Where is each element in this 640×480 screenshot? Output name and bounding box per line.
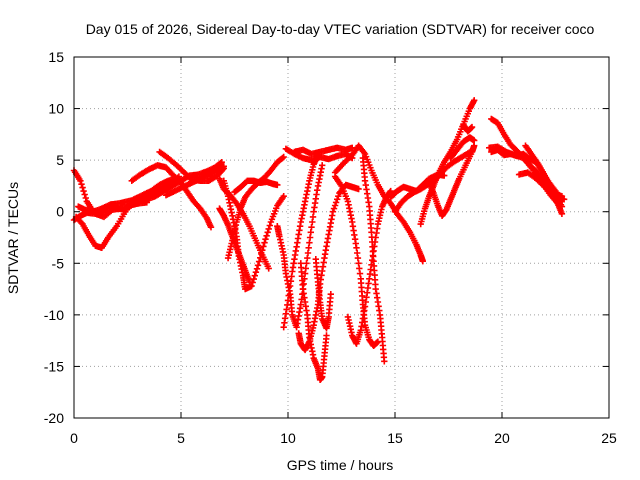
data-series-arc-22 — [359, 154, 388, 365]
data-point — [263, 232, 270, 239]
data-point — [260, 243, 267, 250]
y-tick-label: -20 — [44, 410, 64, 426]
data-point — [419, 258, 426, 265]
data-series-arc-4 — [75, 173, 183, 215]
data-point — [254, 262, 262, 269]
data-series-arc-6 — [156, 148, 227, 184]
data-point — [346, 319, 353, 327]
data-point — [468, 123, 476, 131]
x-tick-label: 10 — [280, 430, 296, 446]
data-series-arc-12 — [231, 177, 281, 196]
data-point — [262, 236, 269, 243]
data-series-arc-11 — [224, 153, 287, 262]
data-point — [81, 191, 88, 198]
data-series-arc-9 — [220, 177, 287, 293]
data-point — [78, 181, 85, 188]
x-tick-label: 0 — [70, 430, 78, 446]
data-point — [207, 224, 215, 231]
y-tick-label: -5 — [52, 255, 65, 271]
data-point — [279, 154, 286, 162]
data-point — [255, 258, 263, 265]
data-point — [381, 358, 388, 365]
data-series-arc-28 — [447, 134, 478, 162]
x-axis-label: GPS time / hours — [287, 457, 394, 473]
data-point — [274, 181, 281, 189]
y-tick-label: 10 — [48, 101, 64, 117]
y-tick-label: 5 — [56, 152, 64, 168]
x-tick-label: 20 — [494, 430, 510, 446]
data-point — [330, 205, 338, 212]
data-point — [80, 187, 87, 195]
data-series-arc-29 — [460, 121, 476, 135]
data-series-arc-5 — [128, 162, 215, 231]
data-point — [264, 229, 271, 236]
data-point — [251, 272, 258, 279]
grid-layer — [74, 57, 609, 418]
data-point — [346, 205, 353, 212]
x-tick-label: 25 — [601, 430, 617, 446]
data-point — [332, 199, 340, 206]
data-point — [335, 193, 342, 200]
data-point — [297, 218, 304, 226]
data-point — [324, 235, 332, 242]
data-point — [261, 239, 268, 246]
data-point — [82, 194, 89, 202]
x-tick-label: 15 — [387, 430, 403, 446]
data-marks — [70, 97, 568, 383]
data-point — [218, 159, 225, 166]
data-series-arc-16 — [297, 260, 330, 383]
data-point — [323, 332, 330, 339]
data-point — [355, 185, 362, 193]
y-tick-label: 15 — [48, 49, 64, 65]
data-point — [77, 177, 84, 184]
y-tick-label: 0 — [56, 204, 64, 220]
data-series-arc-32 — [486, 143, 566, 217]
data-series-arc-34 — [515, 169, 566, 200]
data-point — [558, 210, 566, 217]
data-point — [252, 269, 260, 276]
data-point — [280, 153, 287, 161]
y-axis-label: SDTVAR / TECUs — [5, 182, 21, 294]
data-point — [253, 265, 261, 272]
data-point — [265, 265, 272, 272]
data-point — [331, 202, 339, 209]
data-point — [327, 291, 334, 298]
data-point — [558, 193, 566, 200]
data-series-arc-19 — [291, 144, 356, 158]
data-point — [471, 137, 478, 144]
data-point — [334, 196, 341, 203]
data-point — [276, 233, 283, 240]
x-tick-label: 5 — [177, 430, 185, 446]
data-point — [297, 301, 304, 308]
data-series-arc-7 — [162, 163, 227, 199]
data-series-arc-17 — [312, 256, 334, 332]
data-point — [280, 193, 287, 200]
data-point — [292, 247, 299, 255]
data-point — [387, 187, 394, 195]
data-point — [248, 282, 255, 290]
data-point — [319, 162, 326, 169]
axes: 0 5 10 15 20 25 15 10 5 0 -5 -10 -15 -20 — [44, 49, 617, 446]
y-tick-label: -10 — [44, 307, 64, 323]
data-point — [250, 275, 257, 283]
data-point — [266, 222, 273, 229]
y-tick-label: -15 — [44, 358, 64, 374]
data-series-arc-23 — [331, 142, 426, 265]
data-point — [265, 225, 272, 233]
data-point — [329, 208, 337, 215]
data-point — [220, 163, 227, 170]
data-point — [79, 184, 86, 191]
chart-title: Day 015 of 2026, Sidereal Day-to-day VTE… — [86, 21, 595, 37]
data-point — [249, 279, 256, 286]
data-point — [471, 97, 478, 104]
data-point — [351, 231, 358, 239]
plot-frame — [73, 56, 610, 419]
